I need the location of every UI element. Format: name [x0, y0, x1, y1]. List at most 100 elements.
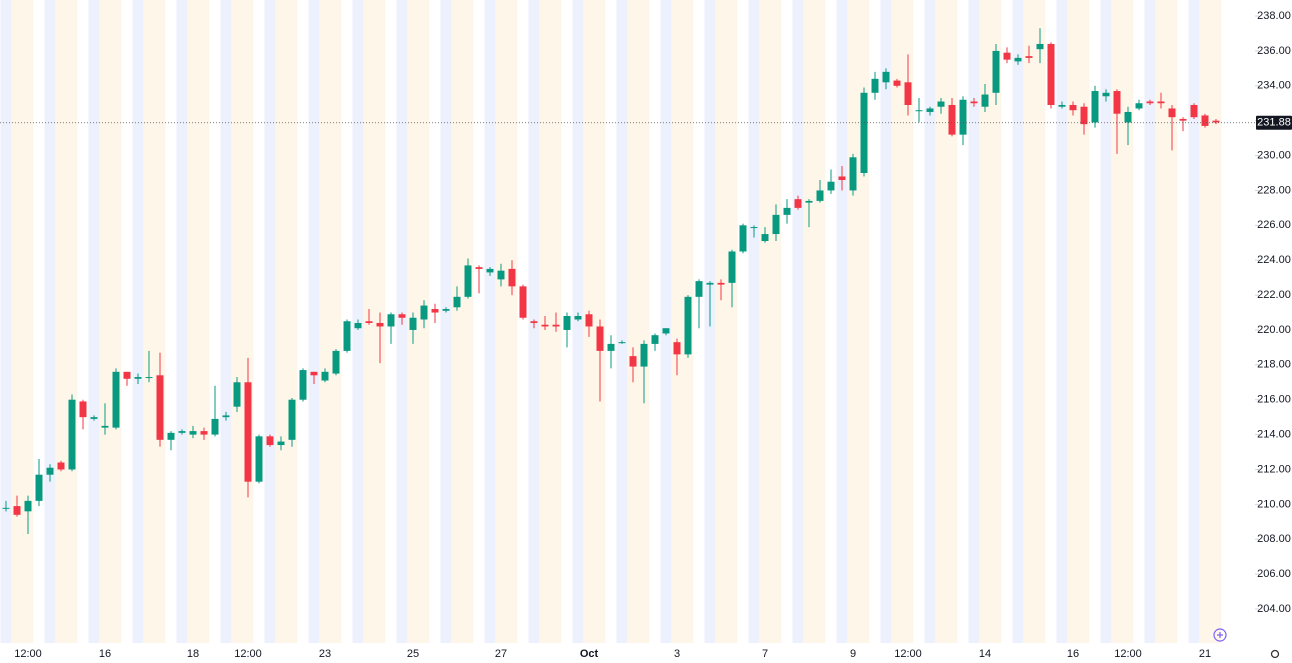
candle-body: [222, 415, 230, 418]
add-button[interactable]: [1213, 628, 1227, 642]
candle-body: [189, 431, 197, 435]
candle-body: [618, 342, 626, 344]
candle-body: [508, 268, 516, 287]
session-band: [902, 0, 914, 643]
candle-body: [937, 101, 945, 107]
candle-body: [1025, 56, 1033, 58]
y-tick-label: 230.00: [1257, 149, 1291, 161]
x-tick-label: 27: [495, 648, 507, 660]
candle-body: [695, 281, 703, 297]
candle-body: [750, 227, 758, 229]
candle-body: [651, 335, 659, 344]
candle-body: [1157, 101, 1165, 104]
candle-body: [893, 80, 901, 86]
x-tick-label: 21: [1199, 648, 1211, 660]
x-tick-label: 12:00: [1114, 648, 1142, 660]
session-band: [275, 0, 287, 643]
candle-body: [1124, 111, 1132, 123]
candle-body: [882, 71, 890, 83]
session-band: [1144, 0, 1156, 643]
session-band: [1023, 0, 1035, 643]
x-tick-label: 25: [407, 648, 419, 660]
session-band: [803, 0, 815, 643]
candle-body: [552, 324, 560, 327]
candle-body: [233, 382, 241, 407]
session-band: [638, 0, 650, 643]
x-tick-label: 9: [850, 648, 856, 660]
candle-body: [79, 401, 87, 418]
session-band: [1067, 0, 1079, 643]
candle-body: [794, 199, 802, 208]
x-tick-label: 12:00: [234, 648, 262, 660]
session-band: [1166, 0, 1178, 643]
candle-body: [266, 436, 274, 446]
session-band: [330, 0, 342, 643]
session-band: [715, 0, 727, 643]
session-band: [0, 0, 12, 643]
candle-body: [288, 399, 296, 440]
candle-body: [1036, 43, 1044, 50]
session-band: [968, 0, 980, 643]
candle-body: [904, 82, 912, 105]
session-band: [1100, 0, 1112, 643]
session-band: [187, 0, 199, 643]
candle-body: [24, 500, 32, 512]
candle-body: [706, 282, 714, 285]
session-band: [132, 0, 144, 643]
candle-body: [101, 425, 109, 428]
session-band: [880, 0, 892, 643]
candle-body: [1201, 115, 1209, 126]
candle-body: [321, 371, 329, 381]
candle-body: [1047, 43, 1055, 105]
axes: 204.00 206.00 208.00 210.00 212.00 214.00 216.…: [0, 10, 1292, 660]
session-band: [671, 0, 683, 643]
session-band: [1078, 0, 1090, 643]
session-band: [847, 0, 859, 643]
y-tick-label: 222.00: [1257, 289, 1291, 301]
candle-body: [354, 322, 362, 329]
session-band: [176, 0, 188, 643]
candle-body: [926, 108, 934, 112]
add-icon: [1217, 632, 1223, 638]
candle-body: [948, 104, 956, 135]
candle-body: [827, 181, 835, 191]
candle-body: [607, 343, 615, 351]
candle-body: [112, 371, 120, 428]
settings-button[interactable]: [1270, 649, 1280, 659]
y-tick-label: 218.00: [1257, 359, 1291, 371]
session-band: [66, 0, 78, 643]
candle-body: [464, 265, 472, 297]
candle-body: [1014, 57, 1022, 62]
candle-body: [497, 270, 505, 280]
session-band: [231, 0, 243, 643]
session-band: [143, 0, 155, 643]
y-tick-label: 226.00: [1257, 219, 1291, 231]
session-bands: [0, 0, 1222, 643]
candle-body: [728, 251, 736, 283]
candle-body: [376, 322, 384, 327]
candles: [2, 28, 1220, 535]
x-tick-label: 14: [979, 648, 991, 660]
session-band: [55, 0, 67, 643]
candle-body: [409, 317, 417, 330]
candle-body: [1168, 108, 1176, 118]
candle-body: [1003, 52, 1011, 60]
y-tick-label: 220.00: [1257, 324, 1291, 336]
candle-body: [475, 267, 483, 269]
session-band: [44, 0, 56, 643]
session-band: [198, 0, 210, 643]
candle-body: [13, 506, 21, 515]
session-band: [110, 0, 122, 643]
candle-body: [530, 321, 538, 323]
candle-body: [981, 94, 989, 107]
session-band: [451, 0, 463, 643]
session-band: [1122, 0, 1134, 643]
candle-body: [387, 314, 395, 327]
session-band: [264, 0, 276, 643]
x-tick-label: 7: [762, 648, 768, 660]
candle-body: [640, 343, 648, 367]
candle-body: [860, 92, 868, 174]
session-band: [660, 0, 672, 643]
session-band: [1199, 0, 1211, 643]
